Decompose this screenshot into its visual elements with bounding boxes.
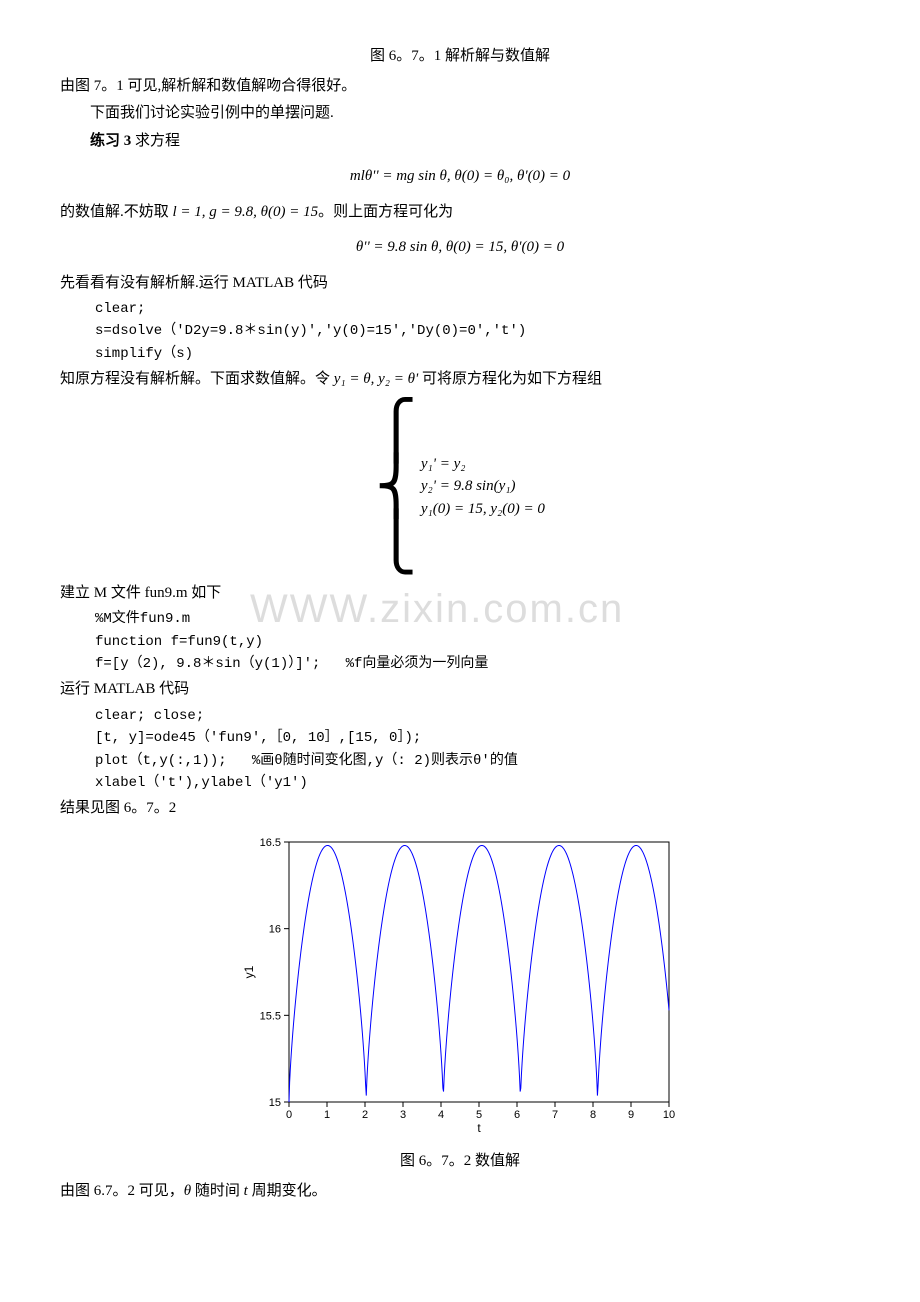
paragraph-7: 运行 MATLAB 代码: [60, 677, 860, 703]
paragraph-4: 先看看有没有解析解.运行 MATLAB 代码: [60, 271, 860, 297]
svg-text:5: 5: [476, 1109, 482, 1121]
svg-text:4: 4: [438, 1109, 444, 1121]
paragraph-3: 的数值解.不妨取 l = 1, g = 9.8, θ(0) = 15。则上面方程…: [60, 200, 860, 226]
svg-text:y1: y1: [242, 965, 256, 978]
code-line: [t, y]=ode45（'fun9',［0, 10］,[15, 0］);: [95, 730, 421, 746]
paragraph-6: 建立 M 文件 fun9.m 如下: [60, 581, 860, 607]
sys-line-2: y₂' = 9.8 sin(y₁): [421, 478, 516, 494]
p9-post: 周期变化。: [248, 1183, 327, 1199]
sys-line-3: y₁(0) = 15, y₂(0) = 0: [421, 501, 545, 517]
svg-text:15.5: 15.5: [260, 1010, 281, 1022]
svg-text:t: t: [477, 1121, 481, 1135]
p3-pre: 的数值解.不妨取: [60, 204, 173, 220]
code-block-3: clear; close; [t, y]=ode45（'fun9',［0, 10…: [95, 705, 860, 795]
p9-mid: 随时间: [191, 1183, 244, 1199]
svg-text:3: 3: [400, 1109, 406, 1121]
svg-text:6: 6: [514, 1109, 520, 1121]
equation-3: θ'' = 9.8 sin θ, θ(0) = 15, θ'(0) = 0: [60, 235, 860, 261]
paragraph-1: 由图 7。1 可见,解析解和数值解吻合得很好。: [60, 74, 860, 100]
exercise-3-line: 练习 3 求方程: [60, 129, 860, 155]
code-line: s=dsolve（'D2y=9.8＊sin(y)','y(0)=15','Dy(…: [95, 323, 526, 339]
code-block-2: %M文件fun9.m function f=fun9(t,y) f=[y（2),…: [95, 608, 860, 675]
eq2-inline: l = 1, g = 9.8, θ(0) = 15: [173, 204, 319, 220]
svg-text:15: 15: [269, 1097, 281, 1109]
code-line: xlabel（'t'),ylabel（'y1'): [95, 775, 308, 791]
p5-pre: 知原方程没有解析解。下面求数值解。令: [60, 371, 334, 387]
line-chart: 0 1 2 3 4 5 6 7 8 9 10 15 15.5 16 16.5 t y1: [239, 832, 681, 1136]
code-block-1: clear; s=dsolve（'D2y=9.8＊sin(y)','y(0)=1…: [95, 298, 860, 365]
figure-caption-672: 图 6。7。2 数值解: [60, 1149, 860, 1175]
paragraph-9: 由图 6.7。2 可见，θ 随时间 t 周期变化。: [60, 1179, 860, 1205]
exercise-3-label: 练习 3: [90, 133, 131, 149]
code-line: function f=fun9(t,y): [95, 634, 263, 650]
svg-text:10: 10: [663, 1109, 675, 1121]
paragraph-5: 知原方程没有解析解。下面求数值解。令 y₁ = θ, y₂ = θ' 可将原方程…: [60, 367, 860, 393]
code-line: clear; close;: [95, 708, 204, 724]
p3-post: 。则上面方程可化为: [318, 204, 453, 220]
chart-figure-672: 0 1 2 3 4 5 6 7 8 9 10 15 15.5 16 16.5 t y1: [60, 832, 860, 1146]
equation-1: mlθ'' = mg sin θ, θ(0) = θ₀, θ'(0) = 0: [60, 164, 860, 190]
code-line: %M文件fun9.m: [95, 611, 190, 627]
equation-system: ⎧⎨⎩ y₁' = y₂ y₂' = 9.8 sin(y₁) y₁(0) = 1…: [60, 403, 860, 571]
p5-post: 可将原方程化为如下方程组: [418, 371, 602, 387]
svg-text:2: 2: [362, 1109, 368, 1121]
eq4-inline: y₁ = θ, y₂ = θ': [334, 371, 418, 387]
code-line: simplify（s): [95, 346, 193, 362]
code-line: f=[y（2), 9.8＊sin（y(1)）]'; %f向量必须为一列向量: [95, 656, 488, 672]
sys-line-1: y₁' = y₂: [421, 456, 466, 472]
exercise-3-text: 求方程: [131, 133, 180, 149]
code-line: plot（t,y(:,1)); %画θ随时间变化图,y（: 2)则表示θ'的值: [95, 753, 518, 769]
paragraph-8: 结果见图 6。7。2: [60, 796, 860, 822]
p9-pre: 由图 6.7。2 可见，: [60, 1183, 184, 1199]
svg-text:9: 9: [628, 1109, 634, 1121]
code-line: clear;: [95, 301, 145, 317]
svg-text:16.5: 16.5: [260, 837, 281, 849]
svg-text:16: 16: [269, 924, 281, 936]
svg-text:0: 0: [286, 1109, 292, 1121]
svg-text:1: 1: [324, 1109, 330, 1121]
paragraph-2: 下面我们讨论实验引例中的单摆问题.: [60, 101, 860, 127]
svg-text:8: 8: [590, 1109, 596, 1121]
figure-caption-671: 图 6。7。1 解析解与数值解: [60, 44, 860, 70]
svg-text:7: 7: [552, 1109, 558, 1121]
